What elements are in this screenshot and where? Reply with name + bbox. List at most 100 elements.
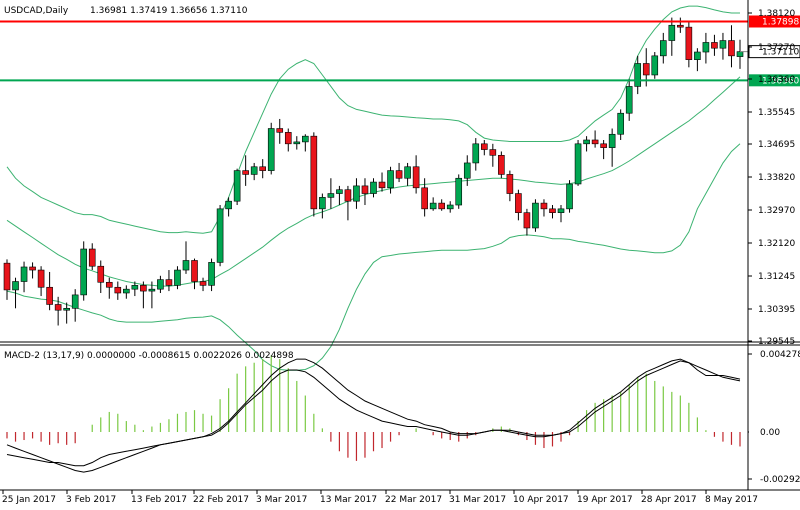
date-tick-label: 31 Mar 2017: [449, 495, 506, 505]
candle-body: [225, 200, 232, 210]
candle-body: [617, 112, 624, 135]
candle-body: [63, 307, 70, 311]
price-tick-label: 1.35545: [758, 108, 795, 118]
horizontal-levels: 1.37898 1.36360 1.37110: [0, 15, 800, 87]
candle-body: [634, 63, 642, 87]
level-price-tag: [749, 74, 800, 87]
bearish-candle: [549, 205, 556, 219]
bullish-candle: [404, 162, 411, 186]
candle-body: [361, 185, 369, 194]
macd-indicator-label: MACD-2 (13,17,9) 0.0000000 -0.0008615 0.…: [4, 351, 294, 361]
bullish-candle: [463, 155, 471, 186]
bearish-candle: [395, 162, 403, 183]
bearish-candle: [54, 296, 62, 326]
bearish-candle: [140, 281, 147, 309]
candle-body: [472, 143, 480, 164]
candle-body: [327, 193, 335, 198]
candle-body: [429, 202, 437, 210]
bearish-candle: [515, 189, 522, 221]
macd-main-line: [6, 358, 741, 467]
candle-body: [80, 248, 88, 296]
bearish-candle: [344, 185, 352, 221]
candles: [3, 17, 744, 326]
bollinger-lower-line: [6, 143, 741, 371]
candle-body: [20, 266, 28, 282]
date-tick-label: 13 Mar 2017: [320, 495, 377, 505]
candle-body: [105, 281, 113, 288]
candle-body: [455, 177, 463, 206]
price-tick-label: 1.30395: [758, 305, 795, 315]
candle-body: [557, 208, 565, 213]
macd-zero-tag: [749, 426, 779, 438]
symbol-label: USDCAD,Daily: [4, 6, 69, 16]
candle-body: [370, 181, 377, 194]
candle-body: [46, 286, 53, 305]
bearish-candle: [523, 208, 531, 236]
macd-tick-label: 0.004278: [760, 350, 800, 360]
candle-body: [583, 139, 590, 145]
candle-body: [728, 40, 735, 57]
bearish-candle: [711, 34, 718, 56]
date-tick-label: 22 Mar 2017: [385, 495, 442, 505]
bullish-candle: [157, 275, 164, 293]
date-tick-label: 19 Apr 2017: [577, 495, 633, 505]
bearish-candle: [412, 155, 420, 194]
candle-body: [353, 185, 360, 202]
price-tick-label: 1.29545: [758, 337, 795, 347]
bearish-candle: [438, 199, 445, 211]
bullish-candle: [208, 258, 215, 292]
bullish-candle: [302, 134, 309, 152]
price-pane: 1.37898 1.36360 1.37110: [0, 5, 800, 371]
bullish-candle: [225, 197, 232, 217]
candle-body: [378, 181, 386, 189]
candle-body: [242, 170, 249, 175]
candle-body: [540, 202, 548, 210]
price-tick-label: 1.37270: [758, 43, 795, 53]
current-price-tag: [748, 45, 800, 59]
bearish-candle: [310, 132, 318, 217]
candle-body: [694, 51, 701, 60]
bullish-candle: [327, 178, 335, 209]
candle-body: [498, 154, 505, 175]
bearish-candle: [481, 139, 488, 156]
macd-tick-label: -0.002928: [760, 475, 800, 485]
bullish-candle: [20, 261, 28, 293]
bearish-candle: [46, 271, 53, 311]
candle-body: [600, 143, 607, 148]
bearish-candle: [498, 151, 505, 179]
candle-body: [412, 166, 420, 189]
price-tick-label: 1.33820: [758, 173, 795, 183]
date-tick-label: 8 May 2017: [705, 495, 758, 505]
bearish-candle: [242, 155, 249, 186]
date-tick-label: 3 Mar 2017: [256, 495, 307, 505]
bullish-candle: [608, 128, 616, 167]
price-axis-ticks: 1.38120 1.37270 1.36360 1.35545 1.34695 1.338…: [748, 9, 795, 347]
macd-signal-line: [6, 358, 741, 473]
bearish-candle: [276, 118, 284, 144]
bearish-candle: [378, 172, 386, 192]
level-price-tag-label: 1.36360: [762, 76, 799, 86]
candle-body: [677, 24, 684, 28]
candle-body: [174, 269, 181, 286]
candle-body: [259, 166, 266, 171]
bearish-candle: [677, 17, 684, 33]
candle-body: [88, 248, 96, 267]
bearish-candle: [540, 199, 548, 217]
bullish-candle: [336, 185, 343, 206]
candle-body: [421, 187, 428, 210]
bearish-candle: [489, 143, 497, 167]
macd-tick-label: 0.00: [760, 428, 780, 438]
bullish-candle: [250, 162, 258, 181]
date-tick-label: 28 Apr 2017: [641, 495, 697, 505]
bullish-candle: [123, 285, 130, 299]
bearish-candle: [361, 178, 369, 206]
bullish-candle: [668, 17, 676, 56]
bearish-candle: [37, 266, 45, 297]
candle-body: [591, 139, 599, 145]
bullish-candle: [625, 78, 633, 121]
price-tick-label: 1.32970: [758, 206, 795, 216]
candle-body: [114, 286, 122, 294]
candle-body: [191, 260, 198, 282]
candle-body: [37, 269, 45, 288]
